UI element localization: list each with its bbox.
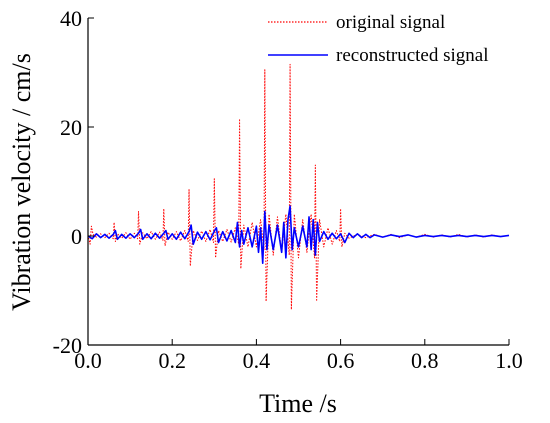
legend-label-original: original signal — [336, 12, 445, 33]
y-axis-title: Vibration velocity / cm/s — [7, 53, 36, 311]
legend-label-reconstructed: reconstructed signal — [336, 45, 488, 66]
y-tick-label: 20 — [60, 115, 82, 140]
x-tick-label: 0.0 — [74, 348, 102, 373]
series-layer — [87, 63, 510, 311]
x-tick-label: 0.4 — [243, 348, 271, 373]
x-tick-label: 0.6 — [327, 348, 355, 373]
series-line-reconstructed — [87, 205, 510, 265]
y-tick-label: 40 — [60, 6, 82, 31]
axes-layer — [87, 18, 509, 346]
x-axis-title: Time /s — [259, 389, 337, 418]
y-tick-label: -20 — [53, 333, 82, 358]
series-line-original — [87, 63, 510, 311]
x-tick-label: 0.8 — [411, 348, 439, 373]
y-tick-label: 0 — [71, 224, 82, 249]
ticks-layer: 0.0 0.2 0.4 0.6 0.8 1.0 -20 0 20 40 — [53, 6, 523, 373]
x-tick-label: 0.2 — [158, 348, 186, 373]
legend: original signal reconstructed signal — [268, 12, 488, 66]
x-tick-label: 1.0 — [495, 348, 523, 373]
